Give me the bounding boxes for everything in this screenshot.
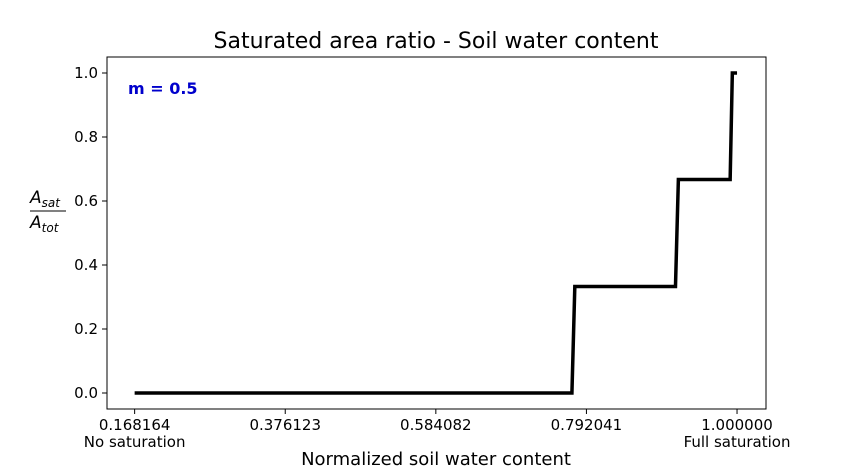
x-tick-sublabel: No saturation xyxy=(84,433,186,451)
series-line xyxy=(134,71,738,395)
annotation-label: m = 0.5 xyxy=(128,79,198,98)
x-tick-sublabel: Full saturation xyxy=(684,433,791,451)
y-tick-label: 0.0 xyxy=(74,384,98,402)
plot-frame xyxy=(106,56,767,410)
x-tick-label: 0.792041 xyxy=(551,416,623,434)
y-tick-label: 0.2 xyxy=(74,320,98,338)
y-tick-label: 1.0 xyxy=(74,64,98,82)
y-label-numerator: Asat xyxy=(29,188,61,210)
x-tick-label: 0.168164 xyxy=(99,416,171,434)
x-tick-label: 0.376123 xyxy=(249,416,321,434)
y-label-denominator: Atot xyxy=(29,213,60,235)
marks-layer xyxy=(134,71,738,395)
y-tick-label: 0.4 xyxy=(74,256,98,274)
chart-title: Saturated area ratio - Soil water conten… xyxy=(214,29,659,54)
x-tick-label: 1.000000 xyxy=(701,416,773,434)
y-axis-label: Asat Atot xyxy=(29,188,66,235)
y-tick-label: 0.6 xyxy=(74,192,98,210)
x-axis-label: Normalized soil water content xyxy=(301,449,571,467)
x-tick-label: 0.584082 xyxy=(400,416,472,434)
y-tick-label: 0.8 xyxy=(74,128,98,146)
